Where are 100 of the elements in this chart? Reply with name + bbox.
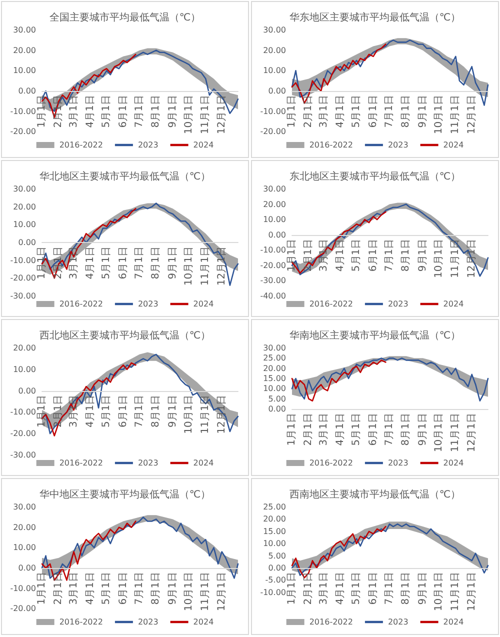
x-tick-label: 1月1日: [286, 413, 298, 446]
y-tick-label: -40.00: [260, 292, 286, 300]
x-tick-label: 10月1日: [434, 572, 444, 612]
chart-title: 华东地区主要城市平均最低气温（℃）: [289, 12, 461, 24]
y-tick-label: 20.00: [13, 46, 36, 55]
x-tick-label: 4月1日: [84, 572, 96, 605]
x-tick-label: 10月1日: [184, 246, 194, 286]
y-tick-label: 0.00: [18, 386, 36, 396]
line-series: [291, 360, 386, 402]
x-tick-label: 2月1日: [303, 413, 314, 446]
x-tick-label: 10月1日: [434, 413, 444, 452]
legend-label: 2016-2022: [309, 618, 353, 626]
x-tick-label: 10月1日: [434, 238, 444, 278]
y-tick-label: -10.00: [260, 106, 286, 116]
y-tick-label: -10.00: [10, 106, 36, 116]
x-tick-label: 3月1日: [318, 95, 330, 128]
x-tick-label: 7月1日: [134, 572, 145, 605]
x-tick-label: 6月1日: [368, 238, 379, 272]
y-tick-label: -20.00: [10, 604, 36, 614]
x-tick-label: 4月1日: [84, 95, 96, 128]
x-tick-label: 11月1日: [200, 95, 212, 134]
x-tick-label: 9月1日: [167, 572, 178, 605]
x-tick-label: 9月1日: [167, 95, 178, 128]
x-tick-label: 4月1日: [334, 572, 346, 605]
y-tick-label: 30.00: [263, 344, 286, 352]
chart-title: 全国主要城市平均最低气温（℃）: [49, 12, 201, 24]
x-tick-label: 11月1日: [200, 572, 212, 612]
x-tick-label: 5月1日: [351, 238, 362, 272]
x-tick-label: 5月1日: [101, 394, 112, 428]
legend-label: 2016-2022: [59, 300, 103, 308]
x-tick-label: 10月1日: [184, 394, 194, 434]
x-tick-label: 1月1日: [36, 572, 48, 605]
x-tick-label: 11月1日: [450, 572, 462, 612]
y-tick-label: 30.00: [263, 26, 286, 34]
x-tick-label: 5月1日: [351, 413, 362, 446]
x-tick-label: 12月1日: [216, 394, 228, 434]
x-tick-label: 9月1日: [167, 394, 178, 428]
y-tick-label: 0.00: [18, 564, 36, 572]
y-tick-label: -30.00: [10, 292, 36, 300]
y-tick-label: -10.00: [10, 256, 36, 265]
x-tick-label: 9月1日: [417, 572, 428, 605]
y-tick-label: -10.00: [10, 584, 36, 593]
x-tick-label: 11月1日: [200, 394, 212, 434]
x-tick-label: 2月1日: [53, 95, 64, 128]
x-tick-label: 12月1日: [216, 246, 228, 286]
y-tick-label: -10.00: [10, 408, 36, 417]
x-tick-label: 1月1日: [286, 238, 298, 272]
y-tick-label: 20.00: [263, 514, 286, 524]
legend-label: 2024: [443, 140, 464, 150]
x-tick-label: 6月1日: [368, 95, 379, 128]
x-tick-label: 10月1日: [184, 95, 194, 134]
y-tick-label: 0.00: [268, 230, 286, 240]
x-tick-label: 9月1日: [167, 246, 178, 280]
y-tick-label: 25.00: [263, 502, 286, 512]
y-tick-label: 25.00: [263, 354, 286, 363]
chart-title: 华中地区主要城市平均最低气温（℃）: [39, 488, 211, 500]
x-tick-label: 6月1日: [368, 572, 379, 605]
legend-label: 2024: [193, 140, 214, 150]
x-tick-label: 4月1日: [84, 246, 96, 280]
x-tick-label: 1月1日: [286, 572, 298, 605]
x-tick-label: 1月1日: [36, 246, 48, 280]
x-tick-label: 1月1日: [286, 95, 298, 128]
legend-label: 2023: [138, 300, 158, 308]
x-tick-label: 9月1日: [417, 95, 428, 128]
legend-label: 2016-2022: [59, 618, 103, 626]
y-tick-label: 20.00: [263, 364, 286, 373]
x-tick-label: 12月1日: [216, 95, 228, 134]
x-tick-label: 4月1日: [84, 394, 96, 428]
y-tick-label: -10.00: [260, 246, 286, 255]
x-tick-label: 4月1日: [334, 238, 346, 272]
y-tick-label: 30.00: [13, 502, 36, 512]
x-tick-label: 6月1日: [118, 572, 129, 605]
x-tick-label: 2月1日: [303, 238, 314, 272]
y-tick-label: 10.00: [263, 66, 286, 76]
x-tick-label: 7月1日: [384, 413, 395, 446]
x-tick-label: 8月1日: [150, 95, 162, 128]
y-tick-label: -20.00: [260, 127, 286, 136]
y-tick-label: 0.00: [268, 404, 286, 414]
y-tick-label: -10.00: [260, 588, 286, 597]
y-tick-label: 30.00: [13, 26, 36, 34]
legend-label: 2023: [388, 300, 408, 308]
x-tick-label: 6月1日: [118, 95, 129, 128]
y-tick-label: 10.00: [263, 384, 286, 394]
y-tick-label: 20.00: [13, 202, 36, 212]
y-tick-label: 0.00: [18, 86, 36, 96]
x-tick-label: 3月1日: [68, 394, 80, 428]
x-tick-label: 3月1日: [318, 413, 330, 446]
legend-label: 2016-2022: [59, 140, 103, 150]
x-tick-label: 11月1日: [450, 413, 462, 452]
y-tick-label: 0.00: [268, 564, 286, 572]
x-tick-label: 6月1日: [118, 246, 129, 280]
x-tick-label: 7月1日: [384, 95, 395, 128]
chart-title: 东北地区主要城市平均最低气温（℃）: [289, 170, 461, 182]
legend-label: 2024: [443, 458, 464, 468]
y-tick-label: 0.00: [268, 86, 286, 96]
chart-title: 西北地区主要城市平均最低气温（℃）: [39, 330, 211, 342]
x-tick-label: 12月1日: [216, 572, 228, 612]
x-tick-label: 8月1日: [400, 572, 412, 605]
y-tick-label: 10.00: [13, 364, 36, 374]
x-tick-label: 12月1日: [466, 95, 478, 134]
